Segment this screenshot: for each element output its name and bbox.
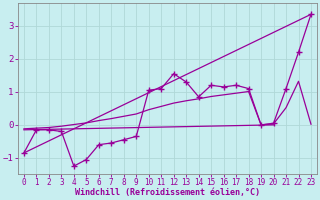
- X-axis label: Windchill (Refroidissement éolien,°C): Windchill (Refroidissement éolien,°C): [75, 188, 260, 197]
